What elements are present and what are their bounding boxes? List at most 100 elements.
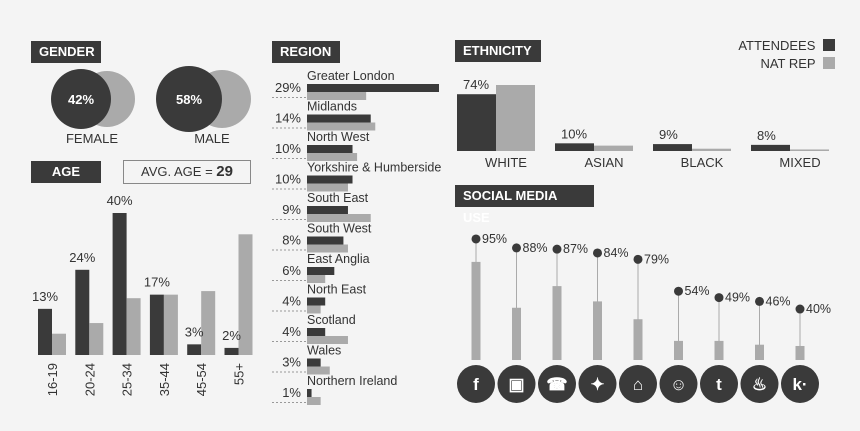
age-category-label-4: 45-54 [194, 363, 209, 396]
region-bar-attendees-2 [307, 145, 353, 153]
kik-icon-glyph: k· [792, 375, 807, 394]
region-bar-natrep-6 [307, 275, 326, 283]
region-name-9: Wales [307, 344, 341, 358]
age-bar-natrep-5 [238, 234, 253, 355]
social-dot-attendees-1 [512, 243, 521, 253]
age-category-label-3: 35-44 [157, 363, 172, 396]
region-header: REGION [272, 41, 340, 63]
ethnicity-chart: 74% WHITE 10% ASIAN 9%BLACK 8%MIXED [457, 77, 829, 170]
social-bar-natrep-7 [755, 344, 764, 360]
social-bar-natrep-5 [674, 340, 683, 360]
male-attendees-circle [156, 66, 222, 132]
tumblr-icon-glyph: t [716, 375, 722, 394]
social-bar-natrep-2 [552, 286, 562, 360]
age-bar-attendees-5 [224, 347, 239, 355]
social-value-label-8: 40% [806, 302, 831, 316]
social-bar-natrep-6 [714, 340, 724, 360]
social-bar-natrep-3 [593, 301, 602, 360]
social-value-label-5: 54% [685, 284, 710, 298]
region-chart: Greater London 29% Midlands 14% North West 10… [272, 69, 441, 405]
region-bar-natrep-0 [307, 92, 367, 100]
age-value-label-4: 3% [185, 324, 204, 339]
social-dot-attendees-8 [795, 304, 805, 314]
whatsapp-icon [538, 365, 576, 403]
ethnicity-value-label-1: 10% [561, 126, 587, 141]
legend-natrep-label: NAT REP [760, 56, 816, 71]
male-label: MALE [194, 131, 230, 146]
social-bar-natrep-0 [471, 261, 481, 360]
region-bar-natrep-4 [307, 214, 371, 222]
region-name-10: Northern Ireland [307, 374, 397, 388]
age-category-label-0: 16-19 [45, 363, 60, 396]
social-bar-natrep-4 [633, 319, 643, 360]
average-age-box: AVG. AGE = 29 [123, 160, 251, 184]
average-age-value: 29 [216, 163, 233, 180]
region-bar-natrep-8 [307, 336, 348, 344]
region-name-2: North West [307, 130, 370, 144]
region-name-6: East Anglia [307, 252, 370, 266]
ethnicity-bar-attendees-3 [751, 144, 790, 151]
social-dot-attendees-5 [674, 286, 683, 296]
ethnicity-value-label-2: 9% [659, 127, 678, 142]
region-value-label-7: 4% [282, 294, 301, 309]
age-bar-natrep-1 [89, 323, 104, 355]
average-age-label: AVG. AGE = [141, 164, 213, 179]
age-value-label-5: 2% [222, 328, 241, 343]
region-name-5: South West [307, 222, 372, 236]
legend-attendees-swatch [823, 39, 835, 51]
age-value-label-0: 13% [32, 289, 58, 304]
region-bar-attendees-9 [307, 358, 321, 367]
legend-attendees-label: ATTENDEES [738, 38, 816, 53]
social-value-label-7: 46% [766, 294, 791, 308]
social-value-label-1: 88% [523, 241, 548, 255]
social-media-chart: 95% f 88% ▣ 87% ☎ 84% ✦ 79% ⌂ 54% ☺ 49% t 46% ♨ 40% k· [457, 232, 831, 403]
age-bar-attendees-1 [75, 269, 90, 355]
ethnicity-bar-attendees-0 [457, 94, 496, 151]
snapchat-icon [619, 365, 657, 403]
region-value-label-0: 29% [275, 80, 301, 95]
region-bar-attendees-1 [307, 114, 371, 123]
region-bar-attendees-3 [307, 175, 353, 184]
region-value-label-1: 14% [275, 111, 301, 126]
social-value-label-0: 95% [482, 232, 507, 246]
region-value-label-10: 1% [282, 385, 301, 400]
region-bar-natrep-3 [307, 183, 348, 192]
reddit-icon [659, 365, 698, 403]
kik-icon [781, 365, 819, 403]
snapchat-icon-glyph: ⌂ [633, 375, 643, 394]
ethnicity-value-label-3: 8% [757, 128, 776, 143]
social-value-label-3: 84% [604, 246, 629, 260]
region-bar-natrep-7 [307, 305, 321, 314]
age-header: AGE [31, 161, 101, 183]
twitter-icon [578, 365, 617, 403]
region-bar-attendees-4 [307, 206, 348, 214]
female-label: FEMALE [66, 131, 118, 146]
tumblr-icon [700, 365, 738, 403]
age-bar-natrep-2 [126, 298, 141, 355]
gender-header: GENDER [31, 41, 101, 63]
region-bar-attendees-6 [307, 267, 335, 275]
region-bar-attendees-8 [307, 328, 326, 336]
tinder-icon-glyph: ♨ [752, 375, 767, 394]
region-bar-attendees-0 [307, 84, 439, 92]
region-bar-natrep-1 [307, 122, 376, 131]
age-bar-attendees-0 [38, 308, 52, 355]
age-value-label-2: 40% [107, 193, 133, 208]
social-dot-attendees-3 [593, 248, 602, 258]
region-bar-natrep-2 [307, 153, 358, 161]
region-value-label-3: 10% [275, 172, 301, 187]
region-bar-natrep-10 [307, 397, 321, 405]
social-bar-natrep-8 [795, 345, 805, 360]
tinder-icon [740, 365, 779, 403]
region-name-1: Midlands [307, 100, 357, 114]
social-value-label-6: 49% [725, 291, 750, 305]
social-media-header: SOCIAL MEDIA USE [455, 185, 594, 225]
region-name-7: North East [307, 283, 367, 297]
ethnicity-header: ETHNICITY [455, 40, 541, 62]
age-category-label-2: 25-34 [120, 363, 135, 396]
age-bar-natrep-3 [163, 294, 178, 355]
ethnicity-bar-attendees-2 [653, 144, 692, 151]
social-bar-natrep-1 [512, 307, 521, 360]
social-dot-attendees-0 [471, 234, 481, 244]
region-bar-attendees-5 [307, 236, 344, 245]
